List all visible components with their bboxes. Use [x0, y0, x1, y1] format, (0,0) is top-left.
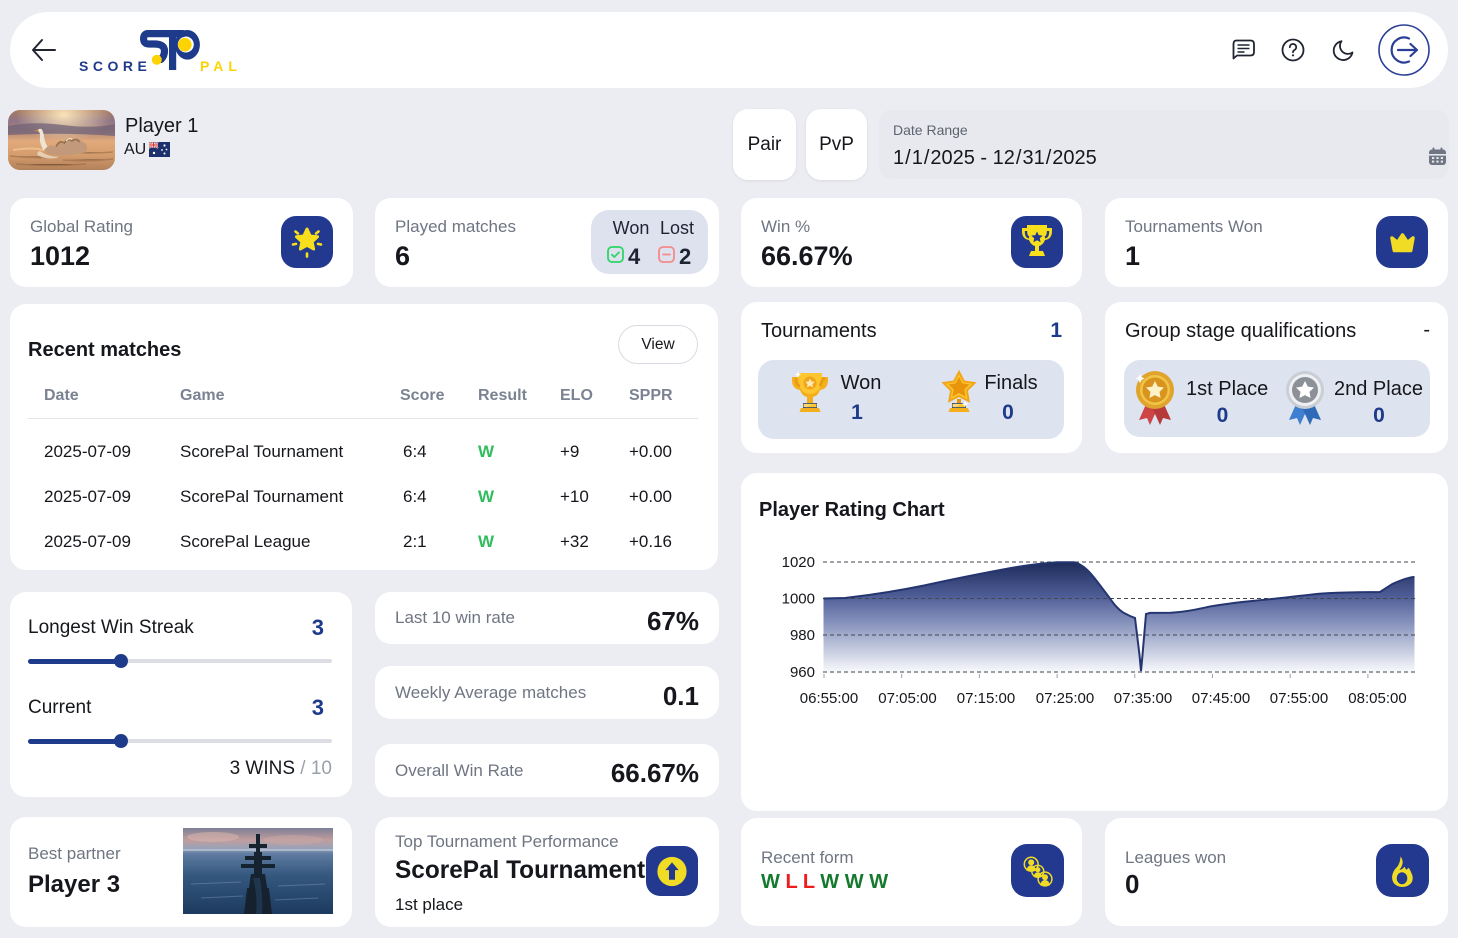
svg-text:07:45:00: 07:45:00 [1192, 690, 1250, 707]
svg-text:960: 960 [790, 664, 815, 681]
svg-text:07:25:00: 07:25:00 [1036, 690, 1094, 707]
svg-text:07:55:00: 07:55:00 [1270, 690, 1328, 707]
svg-text:07:15:00: 07:15:00 [957, 690, 1015, 707]
svg-text:07:35:00: 07:35:00 [1114, 690, 1172, 707]
svg-text:06:55:00: 06:55:00 [800, 690, 858, 707]
svg-text:980: 980 [790, 627, 815, 644]
svg-text:07:05:00: 07:05:00 [878, 690, 936, 707]
svg-text:1020: 1020 [782, 554, 815, 571]
svg-text:1000: 1000 [782, 591, 815, 608]
svg-text:08:05:00: 08:05:00 [1348, 690, 1406, 707]
